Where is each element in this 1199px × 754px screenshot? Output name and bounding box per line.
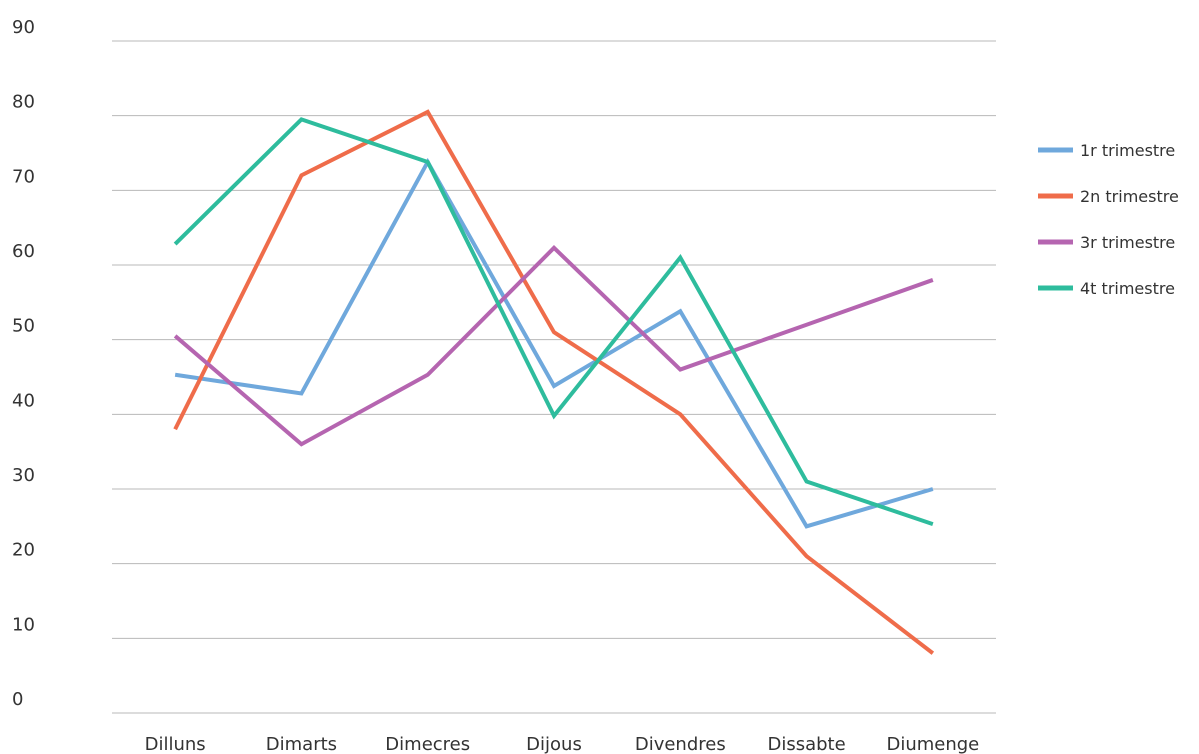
y-tick-label: 60	[12, 241, 35, 262]
y-tick-label: 40	[12, 390, 35, 411]
y-tick-label: 20	[12, 540, 35, 561]
series-line	[173, 245, 934, 447]
x-tick-label: Dijous	[526, 734, 582, 754]
legend: 1r trimestre 2n trimestre 3r trimestre 4t t…	[1038, 141, 1179, 298]
x-tick-label: Dimarts	[266, 734, 337, 754]
y-tick-label: 50	[12, 316, 35, 337]
series-line	[174, 157, 934, 529]
gridlines	[112, 40, 996, 714]
series-line	[173, 117, 934, 526]
x-tick-label: Diumenge	[886, 734, 979, 754]
y-tick-label: 10	[12, 614, 35, 635]
x-tick-label: Dissabte	[767, 734, 845, 754]
legend-item: 1r trimestre	[1038, 141, 1175, 160]
x-tick-label: Dimecres	[385, 734, 470, 754]
y-axis-ticks: 0 10 20 30 40 50 60 70 80 90	[12, 17, 35, 710]
legend-label: 1r trimestre	[1080, 141, 1175, 160]
series-line	[173, 109, 935, 655]
x-axis-ticks: Dilluns Dimarts Dimecres Dijous Divendres Dis…	[145, 734, 980, 754]
x-tick-label: Dilluns	[145, 734, 206, 754]
legend-label: 2n trimestre	[1080, 187, 1179, 206]
legend-item: 2n trimestre	[1038, 187, 1179, 206]
legend-label: 4t trimestre	[1080, 279, 1175, 298]
legend-label: 3r trimestre	[1080, 233, 1175, 252]
y-tick-label: 90	[12, 17, 35, 38]
x-tick-label: Divendres	[635, 734, 726, 754]
series-lines	[173, 109, 935, 655]
y-tick-label: 80	[12, 92, 35, 113]
y-tick-label: 0	[12, 689, 23, 710]
legend-item: 3r trimestre	[1038, 233, 1175, 252]
y-tick-label: 70	[12, 166, 35, 187]
legend-item: 4t trimestre	[1038, 279, 1175, 298]
y-tick-label: 30	[12, 465, 35, 486]
